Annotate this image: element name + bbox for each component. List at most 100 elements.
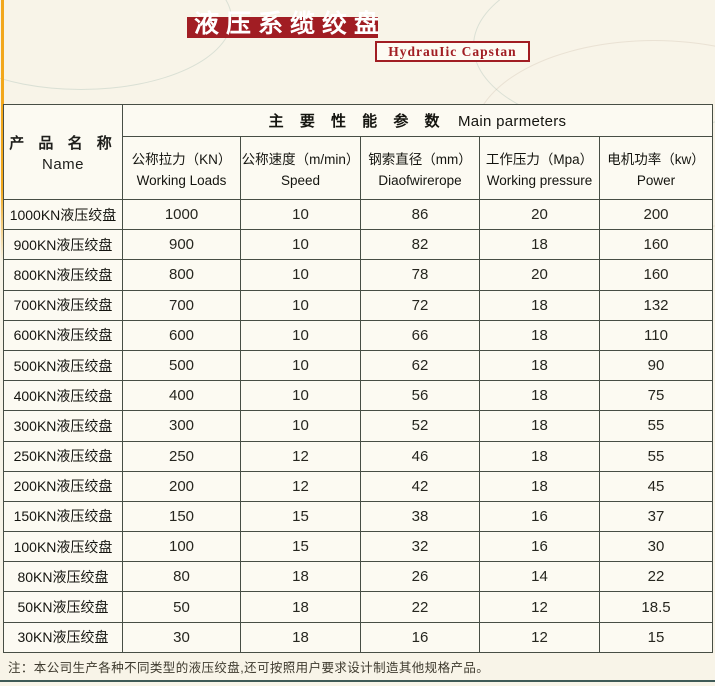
name-header-zh: 产 品 名 称 — [9, 134, 117, 152]
table-row: 30KN液压绞盘 30 18 16 12 15 — [3, 621, 714, 653]
table-row: 400KN液压绞盘 400 10 56 18 75 — [3, 380, 714, 412]
col-header-en: Working Loads — [136, 173, 227, 188]
table-row: 150KN液压绞盘 150 15 38 16 37 — [3, 500, 714, 533]
value-cell: 86 — [360, 198, 480, 231]
name-column-header: 产 品 名 称 Name — [3, 104, 123, 200]
value-cell: 55 — [598, 410, 714, 442]
value-cell: 10 — [240, 259, 361, 291]
value-cell: 400 — [122, 380, 241, 412]
value-cell: 50 — [122, 591, 241, 623]
value-cell: 42 — [360, 470, 480, 502]
product-name-cell: 300KN液压绞盘 — [3, 410, 123, 442]
table-row: 800KN液压绞盘 800 10 78 20 160 — [3, 259, 714, 291]
value-cell: 18 — [240, 591, 361, 623]
value-cell: 26 — [360, 561, 480, 593]
value-cell: 900 — [122, 229, 241, 261]
page-title: 液压系缆绞盘 — [194, 10, 387, 38]
value-cell: 38 — [360, 500, 480, 533]
product-name-cell: 150KN液压绞盘 — [3, 500, 123, 533]
value-cell: 30 — [598, 531, 714, 563]
value-cell: 160 — [598, 229, 714, 261]
col-header-zh: 工作压力（Mpa） — [485, 152, 594, 167]
value-cell: 20 — [479, 259, 600, 291]
table-row: 50KN液压绞盘 50 18 22 12 18.5 — [3, 591, 714, 623]
value-cell: 18 — [240, 621, 361, 653]
table-row: 300KN液压绞盘 300 10 52 18 55 — [3, 410, 714, 442]
value-cell: 62 — [360, 349, 480, 382]
table-row: 1000KN液压绞盘 1000 10 86 20 200 — [3, 198, 714, 231]
gold-edge-stripe — [1, 0, 4, 262]
value-cell: 66 — [360, 319, 480, 351]
product-name-cell: 50KN液压绞盘 — [3, 591, 123, 623]
value-cell: 18 — [240, 561, 361, 593]
value-cell: 75 — [598, 380, 714, 412]
value-cell: 72 — [360, 289, 480, 321]
value-cell: 100 — [122, 531, 241, 563]
col-header-zh: 公称拉力（KN） — [131, 152, 232, 167]
value-cell: 12 — [479, 621, 600, 653]
value-cell: 22 — [598, 561, 714, 593]
value-cell: 18 — [479, 410, 600, 442]
value-cell: 20 — [479, 198, 600, 231]
col-header-en: Working pressure — [486, 173, 593, 188]
value-cell: 200 — [598, 198, 714, 231]
product-name-cell: 250KN液压绞盘 — [3, 440, 123, 472]
value-cell: 15 — [598, 621, 714, 653]
product-name-cell: 700KN液压绞盘 — [3, 289, 123, 321]
value-cell: 10 — [240, 289, 361, 321]
value-cell: 18 — [479, 349, 600, 382]
value-cell: 18 — [479, 380, 600, 412]
value-cell: 45 — [598, 470, 714, 502]
value-cell: 200 — [122, 470, 241, 502]
title-banner: 液压系缆绞盘 — [187, 12, 379, 38]
product-name-cell: 800KN液压绞盘 — [3, 259, 123, 291]
value-cell: 80 — [122, 561, 241, 593]
col-header-wire-diameter: 钢索直径（mm） Diaofwirerope — [360, 136, 480, 200]
header-row-columns: 公称拉力（KN） Working Loads 公称速度（m/min） Speed… — [4, 136, 714, 200]
col-header-power: 电机功率（kw） Power — [598, 136, 714, 200]
value-cell: 32 — [360, 531, 480, 563]
value-cell: 160 — [598, 259, 714, 291]
value-cell: 12 — [479, 591, 600, 623]
name-header-en: Name — [41, 155, 84, 173]
col-header-speed: 公称速度（m/min） Speed — [240, 136, 361, 200]
value-cell: 18 — [479, 229, 600, 261]
table-body: 1000KN液压绞盘 1000 10 86 20 200 900KN液压绞盘 900 10 82 1… — [3, 198, 714, 653]
bottom-rule — [0, 680, 715, 682]
specs-table: 产 品 名 称 Name 主 要 性 能 参 数 Main parmeters … — [3, 104, 714, 653]
value-cell: 300 — [122, 410, 241, 442]
footnote: 注：本公司生产各种不同类型的液压绞盘,还可按照用户要求设计制造其他规格产品。 — [8, 661, 490, 675]
table-row: 500KN液压绞盘 500 10 62 18 90 — [3, 349, 714, 382]
value-cell: 12 — [240, 440, 361, 472]
value-cell: 18.5 — [598, 591, 714, 623]
value-cell: 250 — [122, 440, 241, 472]
product-name-cell: 30KN液压绞盘 — [3, 621, 123, 653]
value-cell: 10 — [240, 380, 361, 412]
main-parameters-header: 主 要 性 能 参 数 Main parmeters — [121, 104, 714, 137]
value-cell: 16 — [479, 500, 600, 533]
value-cell: 18 — [479, 440, 600, 472]
product-name-cell: 200KN液压绞盘 — [3, 470, 123, 502]
col-header-working-loads: 公称拉力（KN） Working Loads — [122, 136, 241, 200]
product-name-cell: 400KN液压绞盘 — [3, 380, 123, 412]
value-cell: 22 — [360, 591, 480, 623]
col-header-zh: 公称速度（m/min） — [241, 152, 360, 167]
col-header-zh: 钢索直径（mm） — [368, 152, 472, 167]
table-row: 600KN液压绞盘 600 10 66 18 110 — [3, 319, 714, 351]
value-cell: 78 — [360, 259, 480, 291]
col-header-en: Speed — [280, 173, 321, 188]
col-header-zh: 电机功率（kw） — [607, 152, 705, 167]
table-row: 900KN液压绞盘 900 10 82 18 160 — [3, 229, 714, 261]
value-cell: 90 — [598, 349, 714, 382]
table-row: 200KN液压绞盘 200 12 42 18 45 — [3, 470, 714, 502]
value-cell: 16 — [479, 531, 600, 563]
value-cell: 46 — [360, 440, 480, 472]
subtitle-box: HydrauIic Capstan — [375, 41, 530, 62]
value-cell: 30 — [122, 621, 241, 653]
header-row-group: 产 品 名 称 Name 主 要 性 能 参 数 Main parmeters — [3, 104, 714, 200]
value-cell: 800 — [122, 259, 241, 291]
value-cell: 14 — [479, 561, 600, 593]
value-cell: 56 — [360, 380, 480, 412]
value-cell: 55 — [598, 440, 714, 472]
table-row: 250KN液压绞盘 250 12 46 18 55 — [3, 440, 714, 472]
